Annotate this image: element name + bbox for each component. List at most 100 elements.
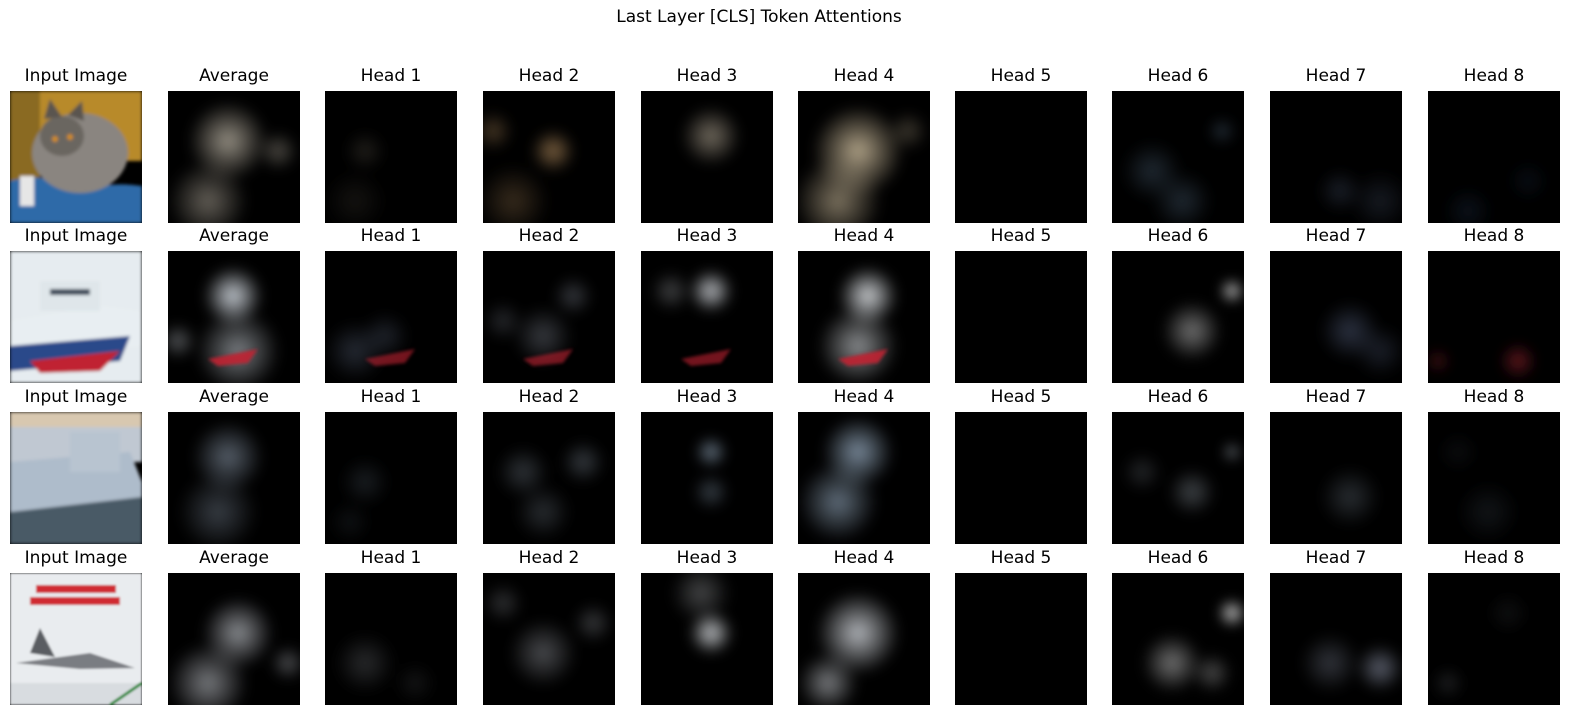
- attention-map: [1112, 412, 1244, 544]
- panel-title: Head 8: [1463, 548, 1525, 568]
- row-ship-2-map-9: [1428, 412, 1560, 544]
- attention-map: [955, 91, 1087, 223]
- panel-title: Head 5: [990, 387, 1052, 407]
- row-airplane-map-4: [641, 573, 773, 705]
- attention-map: [1270, 251, 1402, 383]
- row-ship-map-9: [1428, 251, 1560, 383]
- row-ship-map-6: [955, 251, 1087, 383]
- attention-map: [168, 412, 300, 544]
- row-ship-2-input: [10, 412, 142, 544]
- attention-map: [325, 412, 457, 544]
- row-airplane-map-8: [1270, 573, 1402, 705]
- panel-title: Average: [199, 387, 269, 407]
- attention-map: [168, 573, 300, 705]
- row-airplane-map-7: [1112, 573, 1244, 705]
- panel-title: Head 7: [1305, 66, 1367, 86]
- row-ship-2-map-1: [168, 412, 300, 544]
- panel-title: Head 7: [1305, 226, 1367, 246]
- panel-title: Head 3: [676, 226, 738, 246]
- input-image: [10, 573, 142, 705]
- row-ship-2-map-2: [325, 412, 457, 544]
- attention-map: [798, 91, 930, 223]
- attention-map: [798, 412, 930, 544]
- panel-title: Head 2: [518, 548, 580, 568]
- row-ship-2-map-6: [955, 412, 1087, 544]
- input-image: [10, 412, 142, 544]
- attention-map: [641, 251, 773, 383]
- panel-title: Head 5: [990, 548, 1052, 568]
- panel-title: Head 8: [1463, 66, 1525, 86]
- row-airplane-input: [10, 573, 142, 705]
- attention-map: [1112, 251, 1244, 383]
- row-cat-map-2: [325, 91, 457, 223]
- attention-map: [798, 573, 930, 705]
- panel-title: Head 8: [1463, 387, 1525, 407]
- row-cat-map-3: [483, 91, 615, 223]
- row-airplane-map-5: [798, 573, 930, 705]
- panel-title: Head 2: [518, 66, 580, 86]
- panel-title: Average: [199, 548, 269, 568]
- input-image: [10, 91, 142, 223]
- attention-map: [1270, 412, 1402, 544]
- panel-title: Head 4: [833, 387, 895, 407]
- panel-title: Head 7: [1305, 548, 1367, 568]
- attention-map: [325, 91, 457, 223]
- panel-title: Head 7: [1305, 387, 1367, 407]
- panel-title: Head 3: [676, 548, 738, 568]
- panel-title: Input Image: [24, 387, 128, 407]
- attention-map: [955, 412, 1087, 544]
- panel-title: Head 3: [676, 66, 738, 86]
- panel-title: Head 4: [833, 66, 895, 86]
- attention-map: [641, 573, 773, 705]
- row-cat-map-9: [1428, 91, 1560, 223]
- attention-map: [483, 91, 615, 223]
- panel-title: Head 6: [1147, 387, 1209, 407]
- row-ship-map-2: [325, 251, 457, 383]
- row-cat-map-4: [641, 91, 773, 223]
- row-airplane-map-1: [168, 573, 300, 705]
- row-airplane-map-3: [483, 573, 615, 705]
- row-cat-map-1: [168, 91, 300, 223]
- row-ship-2-map-5: [798, 412, 930, 544]
- attention-map: [641, 91, 773, 223]
- panel-title: Head 8: [1463, 226, 1525, 246]
- attention-map: [955, 573, 1087, 705]
- attention-map: [1112, 573, 1244, 705]
- panel-title: Head 1: [360, 548, 422, 568]
- row-ship-map-7: [1112, 251, 1244, 383]
- attention-map: [483, 573, 615, 705]
- attention-map: [1270, 91, 1402, 223]
- panel-title: Head 1: [360, 226, 422, 246]
- row-cat-map-5: [798, 91, 930, 223]
- panel-title: Head 2: [518, 226, 580, 246]
- attention-map: [1112, 91, 1244, 223]
- figure-title: Last Layer [CLS] Token Attentions: [616, 7, 902, 27]
- row-airplane-map-6: [955, 573, 1087, 705]
- panel-title: Head 4: [833, 548, 895, 568]
- attention-map: [1270, 573, 1402, 705]
- row-ship-map-1: [168, 251, 300, 383]
- row-airplane-map-9: [1428, 573, 1560, 705]
- attention-map: [325, 573, 457, 705]
- row-ship-map-4: [641, 251, 773, 383]
- row-cat-map-8: [1270, 91, 1402, 223]
- panel-title: Head 5: [990, 66, 1052, 86]
- attention-map: [483, 412, 615, 544]
- panel-title: Input Image: [24, 66, 128, 86]
- attention-map: [168, 91, 300, 223]
- attention-map: [1428, 412, 1560, 544]
- panel-title: Input Image: [24, 226, 128, 246]
- row-cat-map-6: [955, 91, 1087, 223]
- panel-title: Head 6: [1147, 66, 1209, 86]
- panel-title: Head 1: [360, 66, 422, 86]
- attention-map: [1428, 91, 1560, 223]
- row-ship-map-3: [483, 251, 615, 383]
- row-cat-map-7: [1112, 91, 1244, 223]
- panel-title: Head 1: [360, 387, 422, 407]
- row-ship-2-map-8: [1270, 412, 1402, 544]
- attention-map: [483, 251, 615, 383]
- panel-title: Average: [199, 226, 269, 246]
- row-ship-map-5: [798, 251, 930, 383]
- input-image: [10, 251, 142, 383]
- row-ship-input: [10, 251, 142, 383]
